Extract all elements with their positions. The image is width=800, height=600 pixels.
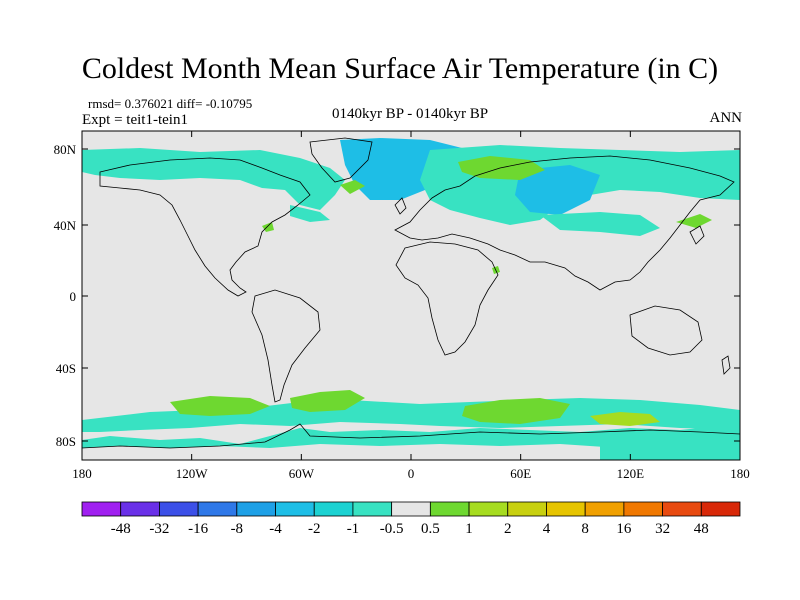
colorbar-box (391, 501, 431, 517)
anomaly-okhotsk-warm (676, 214, 712, 228)
colorbar-box (120, 501, 160, 517)
colorbar-label: 8 (581, 521, 589, 537)
coast-africa (395, 241, 499, 356)
anomaly-eurasia-mid (515, 165, 600, 215)
colorbar-box (197, 501, 238, 517)
anomaly-southern-ocean-warm-east (590, 412, 660, 426)
colorbar-label: 32 (655, 521, 670, 537)
colorbar-label: 0.5 (421, 521, 440, 537)
colorbar-label: -8 (231, 521, 244, 537)
statistics-text: rmsd= 0.376021 diff= -0.10795 (88, 96, 253, 111)
coast-antarctica (81, 423, 741, 449)
colorbar-box (662, 501, 702, 517)
colorbar-label: -16 (188, 521, 208, 537)
chart-title: Coldest Month Mean Surface Air Temperatu… (81, 52, 719, 85)
colorbar-label: -48 (111, 521, 131, 537)
y-tick-label: 80S (56, 434, 76, 449)
x-tick-label: 0 (408, 466, 415, 481)
coast-greenland (309, 137, 373, 183)
anomaly-antarctic-interior (600, 444, 740, 460)
anomaly-greenland-warm (340, 180, 365, 194)
coast-south-america (251, 289, 321, 403)
colorbar-box (468, 501, 509, 517)
colorbar-box (623, 501, 663, 517)
colorbar-label: 1 (465, 521, 473, 537)
colorbar (81, 501, 741, 517)
colorbar-label: 2 (504, 521, 512, 537)
colorbar-box (429, 501, 470, 517)
x-axis: 180 120W 60W 0 60E 120E 180 (72, 131, 750, 481)
x-tick-label: 180 (730, 466, 750, 481)
y-tick-label: 40N (54, 218, 77, 233)
colorbar-box (275, 501, 315, 517)
anomaly-fields (82, 138, 740, 460)
colorbar-label: 4 (543, 521, 551, 537)
y-tick-label: 40S (56, 361, 76, 376)
colorbar-labels: -48 -32 -16 -8 -4 -2 -1 -0.5 0.5 1 2 4 8 16 32 48 (111, 521, 709, 537)
colorbar-box (313, 501, 354, 517)
colorbar-box (159, 501, 199, 517)
x-tick-label: 180 (72, 466, 92, 481)
anomaly-southern-ocean-warm-africa (462, 398, 570, 424)
anomaly-southern-ocean-warm-west (170, 396, 270, 416)
coast-north-america (99, 157, 311, 297)
y-axis: 80N 40N 0 40S 80S (54, 142, 740, 449)
anomaly-central-asia (540, 212, 660, 236)
x-tick-label: 120W (176, 466, 209, 481)
colorbar-box (507, 501, 547, 517)
colorbar-label: -1 (347, 521, 360, 537)
x-tick-label: 60E (510, 466, 531, 481)
colorbar-box (81, 501, 122, 517)
colorbar-box (584, 501, 625, 517)
coastlines (81, 137, 741, 449)
colorbar-label: -32 (149, 521, 169, 537)
colorbar-label: -2 (308, 521, 321, 537)
x-tick-label: 120E (617, 466, 645, 481)
y-tick-label: 80N (54, 142, 77, 157)
coast-japan (689, 225, 705, 245)
colorbar-label: -4 (269, 521, 282, 537)
coast-australia (629, 305, 703, 356)
colorbar-label: 48 (694, 521, 709, 537)
season-label: ANN (709, 110, 743, 126)
y-tick-label: 0 (70, 289, 77, 304)
colorbar-label: -0.5 (380, 521, 404, 537)
coast-eurasia (394, 155, 735, 291)
anomaly-pacific-north (290, 205, 330, 222)
colorbar-label: 16 (616, 521, 632, 537)
experiment-label: Expt = teit1-tein1 (82, 112, 188, 128)
colorbar-box (700, 501, 741, 517)
anomaly-southern-ocean-pacific (82, 398, 740, 432)
coast-uk (394, 197, 407, 215)
anomaly-southern-ocean-warm-drake (290, 390, 365, 412)
colorbar-box (352, 501, 393, 517)
colorbar-box (546, 501, 586, 517)
anomaly-arctic-north-america (82, 148, 345, 210)
colorbar-box (236, 501, 276, 517)
coast-new-zealand (721, 355, 731, 375)
x-tick-label: 60W (289, 466, 315, 481)
period-label: 0140kyr BP - 0140kyr BP (331, 106, 489, 122)
